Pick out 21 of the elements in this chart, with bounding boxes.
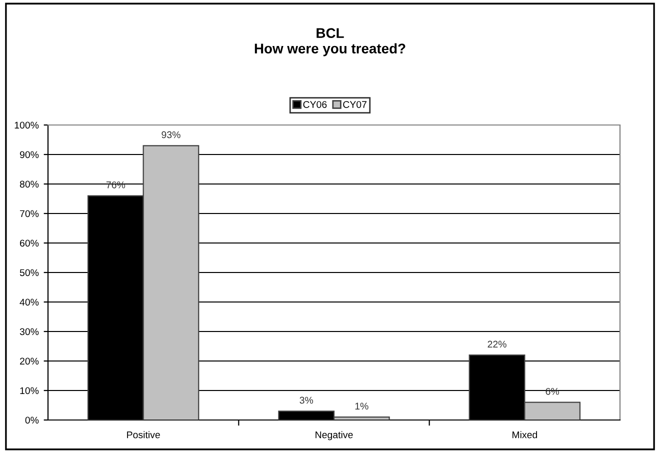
data-label: 1%: [355, 402, 368, 410]
y-tick-label: 20%: [20, 358, 39, 365]
y-tick-label: 60%: [20, 240, 39, 247]
legend-label: CY07: [343, 101, 366, 108]
chart-title: BCL How were you treated?: [254, 28, 406, 56]
y-tick-label: 70%: [20, 210, 39, 218]
y-tick-label: 100%: [14, 122, 39, 129]
y-tick-label: 30%: [20, 328, 39, 336]
data-label: 3%: [300, 396, 314, 404]
x-tick-label: Mixed: [512, 431, 538, 438]
y-tick-label: 40%: [20, 298, 39, 306]
y-tick-label: 10%: [20, 387, 39, 394]
y-tick-label: 50%: [20, 269, 39, 276]
x-tick-label: Negative: [316, 431, 353, 440]
x-tick-label: Positive: [127, 431, 160, 438]
legend-label: CY06: [303, 101, 327, 108]
data-label: 22%: [488, 340, 506, 348]
y-tick-label: 80%: [20, 180, 39, 188]
data-label: 93%: [162, 131, 180, 138]
y-tick-label: 0%: [25, 416, 39, 424]
y-tick-label: 90%: [20, 151, 39, 158]
